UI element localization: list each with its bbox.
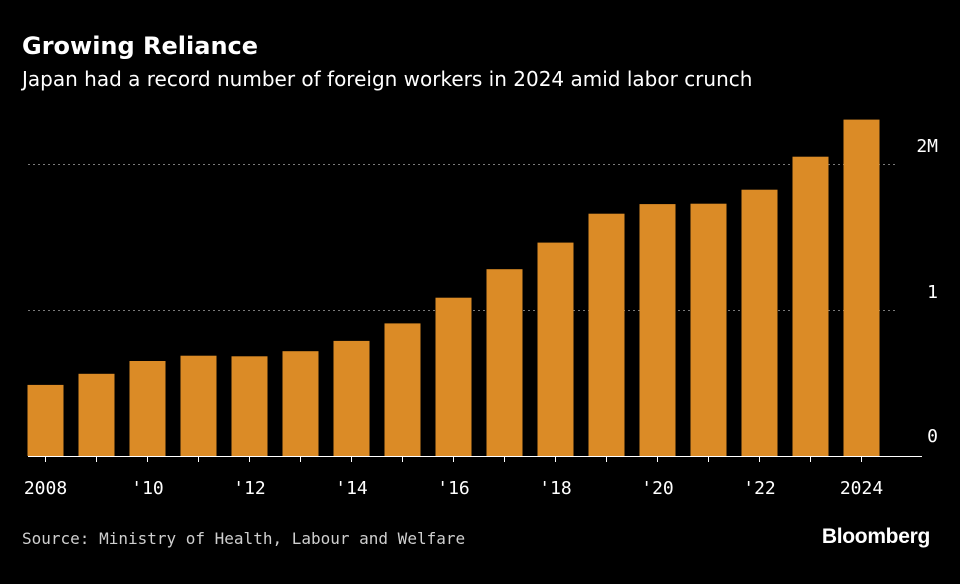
bar <box>78 373 115 456</box>
y-tick-label: 0 <box>927 426 938 447</box>
bar <box>639 204 676 456</box>
bar <box>843 119 880 456</box>
y-tick-label: 1 <box>927 282 938 303</box>
x-tick-label: '10 <box>131 478 164 499</box>
x-tick-label: '16 <box>437 478 470 499</box>
bar <box>27 384 64 456</box>
x-tick-label: 2008 <box>24 478 67 499</box>
x-tick-label: 2024 <box>840 478 883 499</box>
x-tick-label: '20 <box>641 478 674 499</box>
bar <box>690 203 727 456</box>
bar <box>333 340 370 456</box>
bar <box>741 189 778 456</box>
chart-title: Growing Reliance <box>22 32 259 60</box>
x-tick-label: '14 <box>335 478 368 499</box>
bar <box>129 361 166 456</box>
bar <box>588 213 625 456</box>
bar <box>486 269 523 456</box>
bar <box>537 242 574 456</box>
x-tick-label: '22 <box>743 478 776 499</box>
bar <box>384 323 421 456</box>
x-tick-label: '12 <box>233 478 266 499</box>
bar <box>792 156 829 456</box>
source-note: Source: Ministry of Health, Labour and W… <box>22 529 466 548</box>
y-tick-label: 2M <box>916 136 938 157</box>
bar <box>282 351 319 456</box>
bar <box>435 297 472 456</box>
bloomberg-logo: Bloomberg <box>821 525 930 548</box>
chart-subtitle: Japan had a record number of foreign wor… <box>22 67 753 91</box>
bar <box>231 356 268 456</box>
bar <box>180 355 217 456</box>
x-tick-label: '18 <box>539 478 572 499</box>
